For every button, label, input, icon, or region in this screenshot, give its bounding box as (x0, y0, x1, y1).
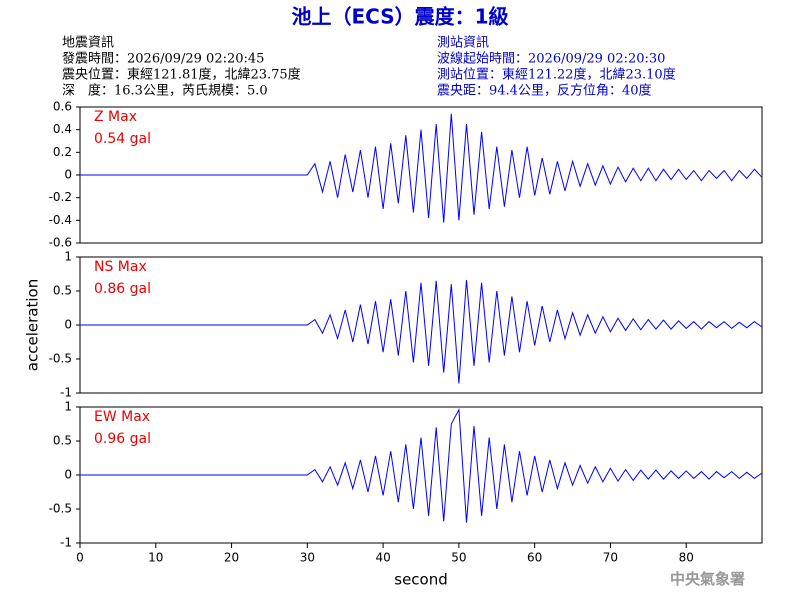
y-tick-label: -1 (60, 386, 72, 400)
x-tick-label: 80 (679, 551, 694, 565)
y-tick-label: 0 (64, 468, 72, 482)
info-right: 測站位置：東經121.22度，北緯23.10度 (437, 67, 676, 83)
info-right: 波線起始時間：2026/09/29 02:20:30 (437, 51, 665, 67)
y-tick-label: 0.5 (53, 284, 72, 298)
y-tick-label: 0.4 (53, 122, 72, 136)
y-tick-label: 1 (64, 400, 72, 414)
y-tick-label: 0.5 (53, 434, 72, 448)
max-annotation: NS Max (94, 259, 147, 275)
max-annotation: EW Max (94, 409, 150, 425)
y-tick-label: -0.5 (49, 502, 72, 516)
y-tick-label: -0.4 (49, 213, 72, 227)
y-tick-label: 0.2 (53, 145, 72, 159)
max-annotation: 0.86 gal (94, 281, 151, 297)
max-annotation: Z Max (94, 109, 137, 125)
x-tick-label: 50 (451, 551, 466, 565)
y-axis-label: acceleration (24, 279, 42, 371)
x-tick-label: 30 (300, 551, 315, 565)
max-annotation: 0.54 gal (94, 131, 151, 147)
y-tick-label: 0 (64, 168, 72, 182)
y-tick-label: -1 (60, 536, 72, 550)
x-tick-label: 40 (375, 551, 390, 565)
waveform (80, 280, 763, 384)
y-tick-label: 1 (64, 250, 72, 264)
info-left: 發震時間：2026/09/29 02:20:45 (62, 52, 264, 67)
title: 池上（ECS）震度：1級 (291, 5, 508, 29)
y-tick-label: 0 (64, 318, 72, 332)
y-tick-label: -0.2 (49, 190, 72, 204)
info-right: 震央距：94.4公里，反方位角：40度 (437, 83, 652, 99)
waveform (80, 407, 763, 523)
info-left: 地震資訊 (62, 36, 114, 51)
info-left: 震央位置：東經121.81度，北緯23.75度 (62, 67, 301, 83)
info-left: 深 度：16.3公里，芮氏規模：5.0 (62, 83, 268, 99)
y-tick-label: 0.6 (53, 100, 72, 114)
x-tick-label: 20 (224, 551, 239, 565)
x-axis-label: second (394, 571, 448, 589)
x-tick-label: 70 (603, 551, 618, 565)
max-annotation: 0.96 gal (94, 431, 151, 447)
y-tick-label: -0.5 (49, 352, 72, 366)
waveform (80, 113, 763, 223)
footer: 中央氣象署 (670, 570, 745, 588)
info-right: 測站資訊 (437, 36, 489, 51)
x-tick-label: 60 (527, 551, 542, 565)
x-tick-label: 10 (148, 551, 163, 565)
y-tick-label: -0.6 (49, 236, 72, 250)
x-tick-label: 0 (76, 551, 84, 565)
